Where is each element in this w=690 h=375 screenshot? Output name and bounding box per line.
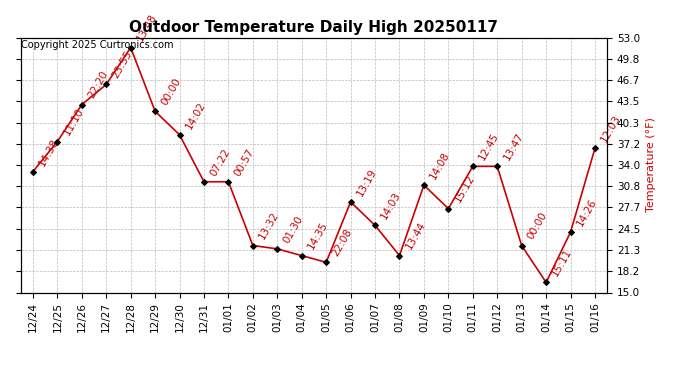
Text: 14:26: 14:26 [575, 197, 598, 228]
Point [247, 243, 258, 249]
Point [296, 253, 307, 259]
Text: 13:47: 13:47 [502, 131, 525, 162]
Point [150, 108, 161, 114]
Text: 01:30: 01:30 [282, 214, 305, 245]
Point [77, 102, 88, 108]
Text: 22:20: 22:20 [86, 69, 110, 100]
Text: 15:12: 15:12 [453, 173, 476, 204]
Text: Copyright 2025 Curtronics.com: Copyright 2025 Curtronics.com [21, 40, 174, 50]
Point [28, 169, 39, 175]
Text: 14:08: 14:08 [428, 150, 452, 181]
Text: 00:57: 00:57 [233, 147, 256, 178]
Point [125, 45, 136, 51]
Point [174, 132, 185, 138]
Text: 14:35: 14:35 [306, 220, 330, 251]
Text: 14:02: 14:02 [184, 100, 208, 130]
Text: 23:55: 23:55 [110, 49, 134, 80]
Text: 13:44: 13:44 [404, 220, 427, 251]
Text: 14:38: 14:38 [37, 136, 61, 168]
Point [492, 164, 503, 170]
Point [321, 259, 332, 265]
Y-axis label: Temperature (°F): Temperature (°F) [646, 118, 656, 212]
Text: 07:22: 07:22 [208, 147, 232, 178]
Text: 11:10: 11:10 [61, 106, 85, 137]
Point [589, 145, 600, 151]
Point [467, 164, 478, 170]
Point [345, 199, 356, 205]
Point [101, 81, 112, 87]
Point [443, 206, 454, 212]
Point [516, 243, 527, 249]
Text: 00:00: 00:00 [159, 76, 183, 107]
Text: 13:48: 13:48 [135, 12, 159, 44]
Text: 12:45: 12:45 [477, 131, 501, 162]
Point [418, 182, 429, 188]
Text: 22:08: 22:08 [331, 227, 354, 258]
Text: 13:19: 13:19 [355, 166, 379, 198]
Text: 15:11: 15:11 [550, 247, 574, 278]
Point [394, 253, 405, 259]
Point [370, 222, 381, 228]
Point [52, 138, 63, 144]
Point [272, 246, 283, 252]
Text: 00:00: 00:00 [526, 211, 549, 242]
Text: 13:32: 13:32 [257, 210, 281, 242]
Text: 12:03: 12:03 [599, 113, 623, 144]
Text: 14:03: 14:03 [380, 190, 403, 221]
Title: Outdoor Temperature Daily High 20250117: Outdoor Temperature Daily High 20250117 [130, 20, 498, 35]
Point [540, 279, 551, 285]
Point [565, 229, 576, 235]
Point [199, 179, 210, 185]
Point [223, 179, 234, 185]
